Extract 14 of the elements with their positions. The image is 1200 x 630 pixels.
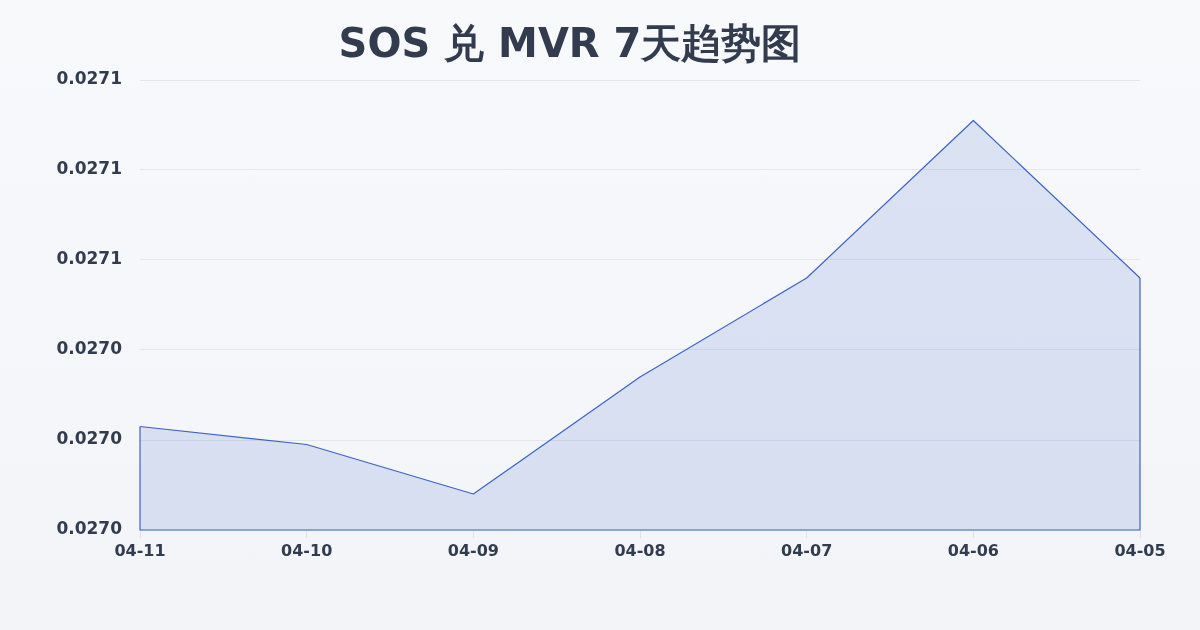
x-tick-label: 04-09	[447, 540, 499, 560]
y-tick-label: 0.0271	[56, 158, 122, 179]
x-tick-label: 04-06	[947, 540, 999, 560]
x-tick-label: 04-05	[1114, 540, 1166, 560]
chart-title: SOS 兑 MVR 7天趋势图	[338, 20, 802, 67]
x-tick-label: 04-07	[781, 540, 833, 560]
y-tick-label: 0.0271	[56, 68, 122, 89]
x-tick-label: 04-11	[114, 540, 166, 560]
x-tick-label: 04-10	[281, 540, 333, 560]
y-tick-label: 0.0270	[56, 518, 123, 539]
x-tick-label: 04-08	[614, 540, 666, 560]
y-tick-label: 0.0270	[56, 338, 123, 359]
y-tick-label: 0.0270	[56, 428, 123, 449]
y-tick-label: 0.0271	[56, 248, 122, 269]
